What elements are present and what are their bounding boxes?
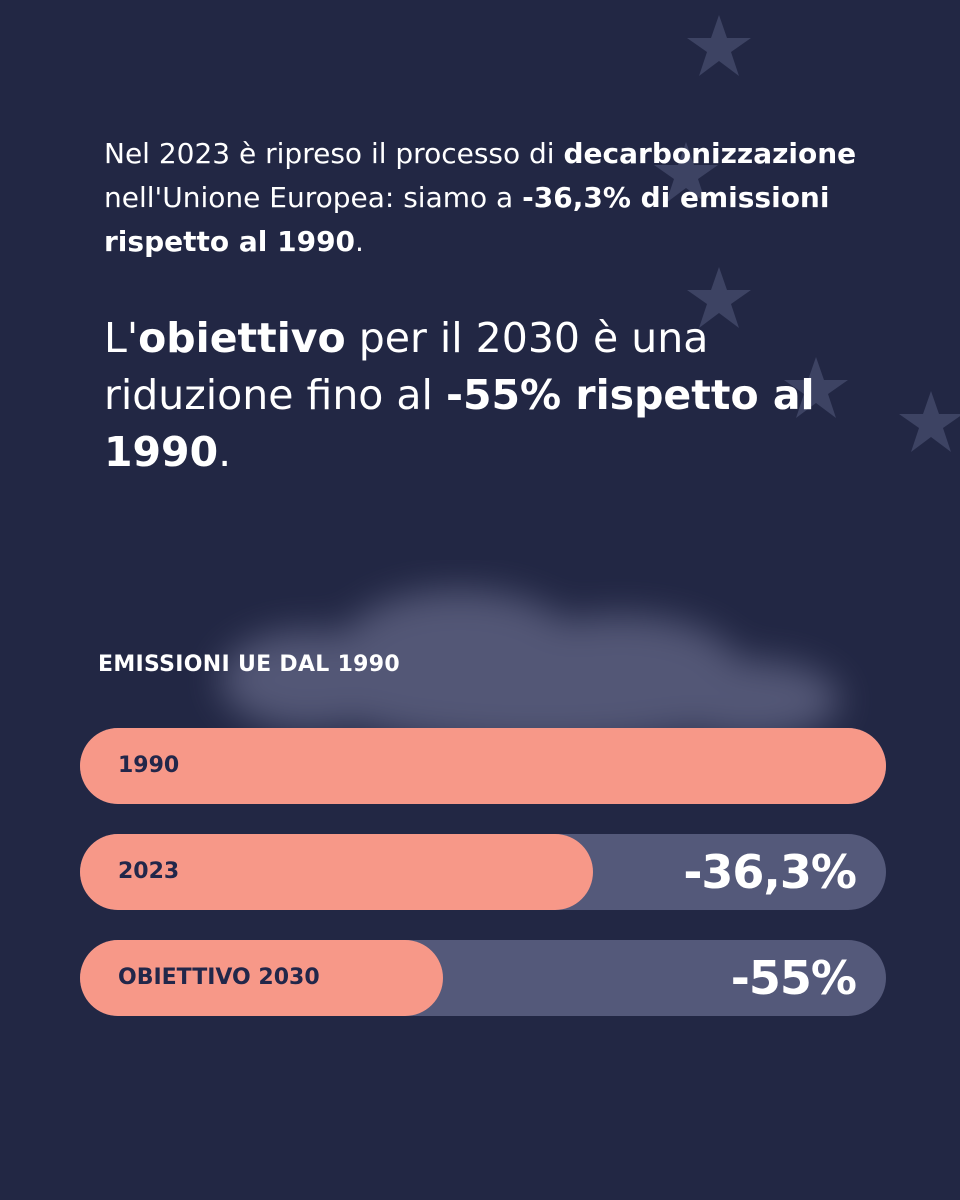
- goal-text-3: .: [218, 428, 232, 476]
- goal-bold-2: -55% rispetto al 1990: [104, 371, 815, 476]
- star-icon: [654, 142, 718, 203]
- star-icon: [899, 391, 960, 452]
- bar-label-1: 2023: [118, 859, 180, 884]
- star-icon: [687, 15, 751, 76]
- eu-stars-decoration: [654, 15, 960, 452]
- bar-label-0: 1990: [118, 753, 180, 778]
- intro-paragraph: Nel 2023 è ripreso il processo di decarb…: [104, 132, 864, 264]
- bar-label-2: OBIETTIVO 2030: [118, 965, 320, 990]
- bar-fill-1: [80, 834, 593, 910]
- bar-value-label-2: -55%: [730, 951, 857, 1005]
- goal-bold-1: obiettivo: [138, 314, 346, 362]
- star-icon: [687, 267, 751, 328]
- bar-track-2: OBIETTIVO 2030 -55%: [80, 940, 886, 1016]
- star-icon: [784, 357, 848, 418]
- intro-bold-2: -36,3% di emissioni rispetto al 1990: [104, 181, 830, 258]
- bar-fill-2: [80, 940, 443, 1016]
- goal-text-2: per il 2030 è una riduzione fino al: [104, 314, 709, 419]
- intro-bold-1: decarbonizzazione: [563, 137, 857, 170]
- goal-text-1: L': [104, 314, 139, 362]
- bar-track-0: 1990: [80, 728, 886, 804]
- smoke-cloud-decoration: [220, 590, 840, 745]
- bar-track-1: 2023 -36,3%: [80, 834, 886, 910]
- bar-value-label-1: -36,3%: [683, 845, 857, 899]
- intro-text-1: Nel 2023 è ripreso il processo di: [104, 137, 564, 170]
- bar-fill-0: [80, 728, 886, 804]
- chart-title: EMISSIONI UE DAL 1990: [98, 652, 400, 677]
- goal-paragraph: L'obiettivo per il 2030 è una riduzione …: [104, 310, 844, 481]
- intro-text-2: nell'Unione Europea: siamo a: [104, 181, 523, 214]
- intro-text-3: .: [355, 225, 364, 258]
